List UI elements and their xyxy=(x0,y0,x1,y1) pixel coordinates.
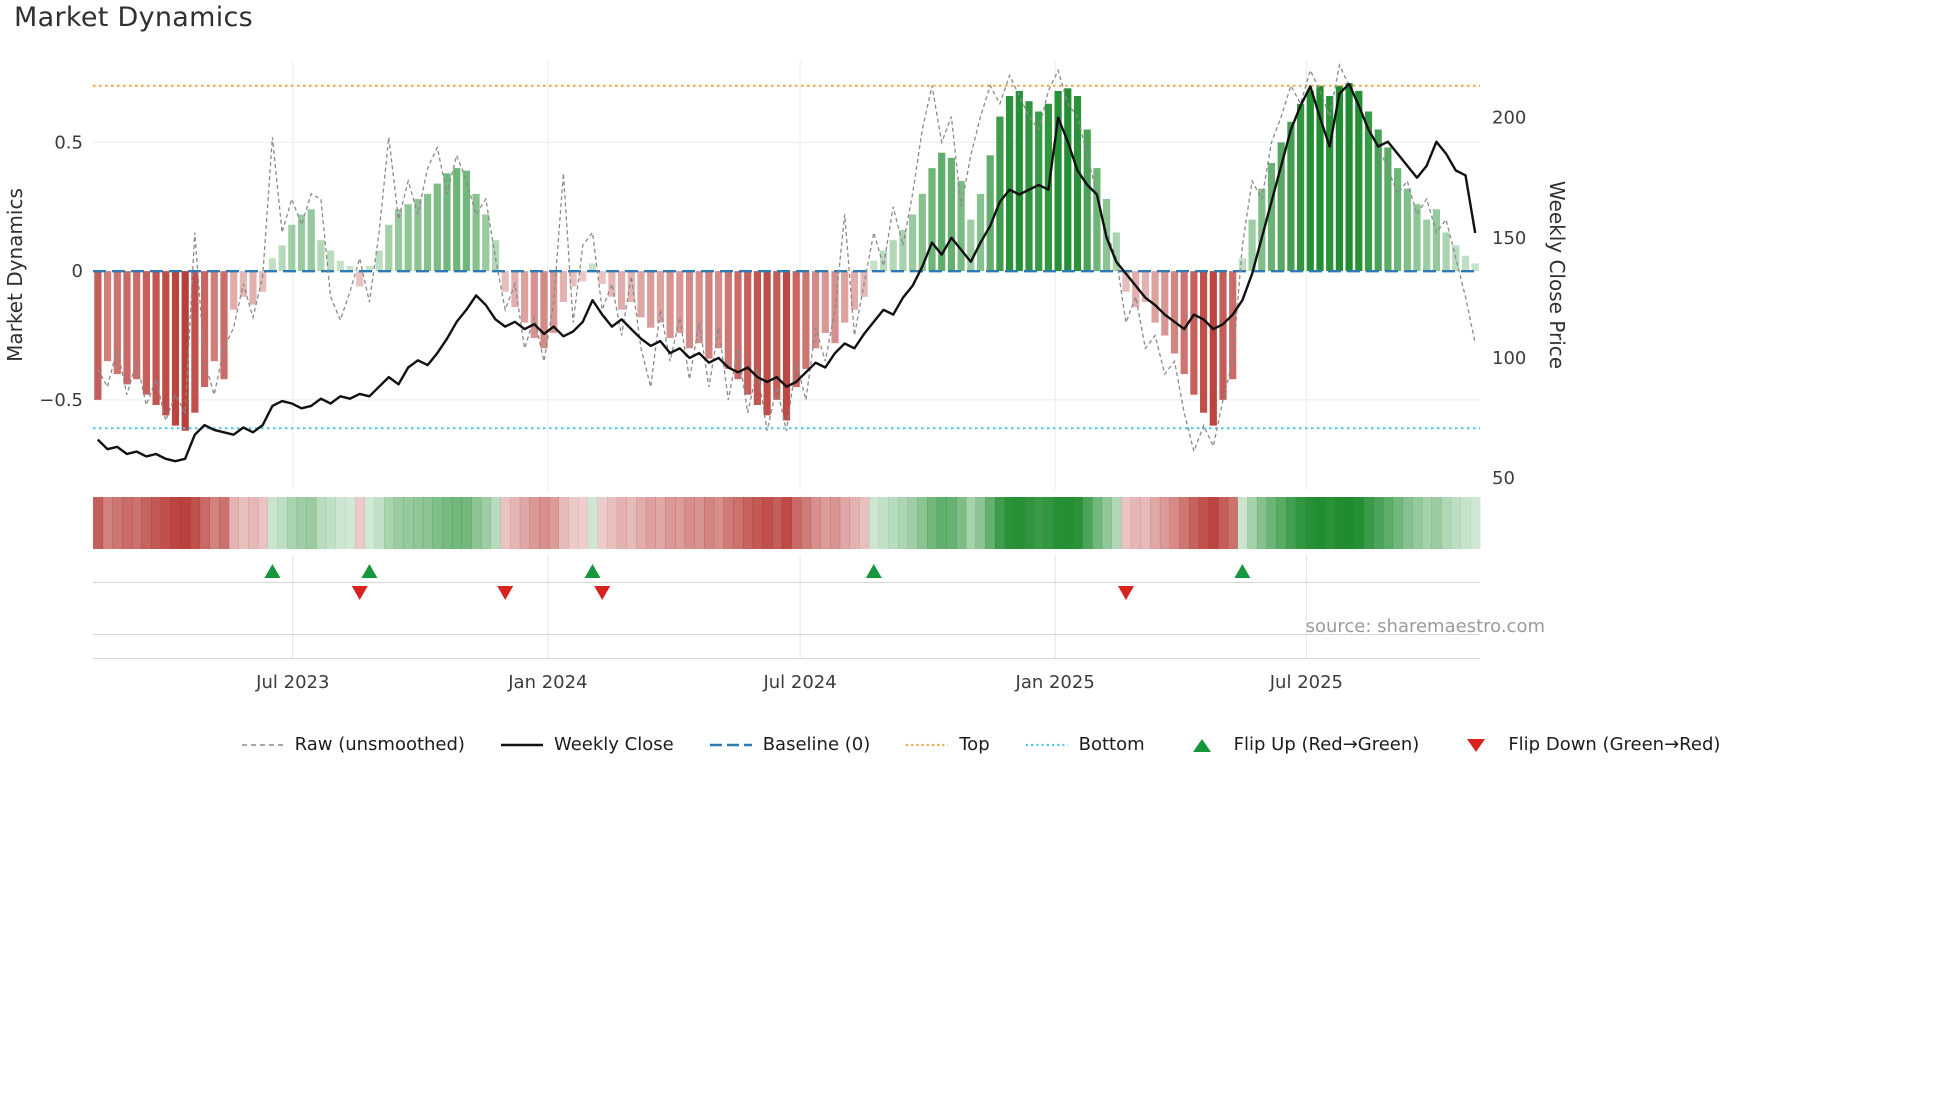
legend-label: Baseline (0) xyxy=(762,734,871,755)
weekly-close-line xyxy=(96,82,1477,463)
chart-title: Market Dynamics xyxy=(14,2,254,33)
top-icon xyxy=(906,743,949,746)
legend-label: Flip Down (Green→Red) xyxy=(1508,734,1721,755)
flip-up-triangle-icon xyxy=(361,564,378,578)
flip-down-triangle-icon xyxy=(594,586,611,600)
legend-item-weekly-close: Weekly Close xyxy=(499,734,674,755)
svg-text:0: 0 xyxy=(72,261,83,282)
bottom-icon xyxy=(1025,743,1068,746)
legend-label: Raw (unsmoothed) xyxy=(294,734,465,755)
svg-text:−0.5: −0.5 xyxy=(39,390,83,411)
raw-line xyxy=(97,63,1476,454)
svg-text:100: 100 xyxy=(1492,348,1526,369)
legend: Raw (unsmoothed) Weekly Close Baseline (0)… xyxy=(0,734,1960,755)
legend-label: Bottom xyxy=(1078,734,1145,755)
legend-item-flip-down: Flip Down (Green→Red) xyxy=(1453,734,1720,755)
baseline-icon xyxy=(709,743,752,746)
svg-text:Jul 2025: Jul 2025 xyxy=(1269,672,1343,693)
flip-down-triangle-icon xyxy=(1117,586,1134,600)
svg-text:Jul 2024: Jul 2024 xyxy=(762,672,836,693)
legend-label: Top xyxy=(959,734,990,755)
legend-label: Weekly Close xyxy=(553,734,674,755)
gridlines xyxy=(93,60,1480,658)
right-axis-label: Weekly Close Price xyxy=(1545,181,1569,369)
legend-item-baseline: Baseline (0) xyxy=(708,734,871,755)
legend-item-top: Top xyxy=(904,734,990,755)
raw-icon xyxy=(241,743,284,746)
flip-up-triangle-icon xyxy=(1234,564,1251,578)
flip-up-triangle-icon xyxy=(865,564,882,578)
flip-down-icon xyxy=(1467,738,1486,752)
svg-text:150: 150 xyxy=(1492,228,1526,249)
svg-text:Jul 2023: Jul 2023 xyxy=(255,672,329,693)
svg-text:50: 50 xyxy=(1492,468,1515,489)
oscillator-bars xyxy=(94,83,1479,431)
flip-up-icon xyxy=(1192,738,1211,752)
flip-up-triangle-icon xyxy=(264,564,281,578)
legend-item-bottom: Bottom xyxy=(1024,734,1145,755)
legend-item-flip-up: Flip Up (Red→Green) xyxy=(1179,734,1420,755)
panel-lines xyxy=(93,582,1480,659)
source-text: source: sharemaestro.com xyxy=(1306,616,1545,637)
flip-up-markers xyxy=(264,564,1251,578)
left-axis-label: Market Dynamics xyxy=(3,188,27,362)
weekly-close-icon xyxy=(500,743,543,746)
heatmap-strip xyxy=(93,497,1481,549)
svg-text:200: 200 xyxy=(1492,108,1526,129)
flip-down-triangle-icon xyxy=(497,586,514,600)
left-axis-ticks: 0.5 0 −0.5 xyxy=(39,132,83,410)
svg-text:0.5: 0.5 xyxy=(54,132,83,153)
flip-down-markers xyxy=(351,586,1134,600)
legend-item-raw: Raw (unsmoothed) xyxy=(240,734,465,755)
svg-text:Jan 2025: Jan 2025 xyxy=(1015,672,1095,693)
legend-label: Flip Up (Red→Green) xyxy=(1233,734,1420,755)
x-axis-ticks: Jul 2023 Jan 2024 Jul 2024 Jan 2025 Jul 2025 xyxy=(255,672,1343,693)
flip-down-triangle-icon xyxy=(351,586,368,600)
svg-text:Jan 2024: Jan 2024 xyxy=(507,672,587,693)
flip-up-triangle-icon xyxy=(584,564,601,578)
right-axis-ticks: 200 150 100 50 xyxy=(1492,108,1526,489)
